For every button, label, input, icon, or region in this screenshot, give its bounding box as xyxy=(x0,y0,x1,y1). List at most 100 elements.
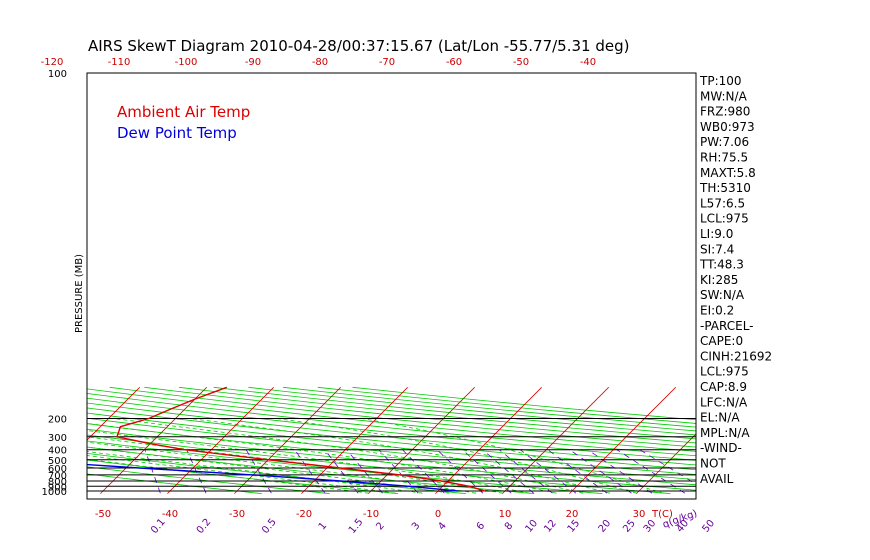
bottom-temp-tick-label: -40 xyxy=(162,509,178,520)
isotherm xyxy=(435,387,542,494)
mixing-ratio-tick-label: 30 xyxy=(642,518,659,535)
pressure-tick-label: 800 xyxy=(48,477,67,488)
y-axis-label: PRESSURE (MB) xyxy=(74,254,85,333)
index-entry: PW:7.06 xyxy=(700,135,749,149)
index-entry: SI:7.4 xyxy=(700,242,734,256)
index-entry: WB0:973 xyxy=(700,120,755,134)
dry-adiabat xyxy=(179,386,696,440)
dry-adiabat xyxy=(87,402,696,466)
moist-adiabat xyxy=(87,451,423,494)
chart-title: AIRS SkewT Diagram 2010-04-28/00:37:15.6… xyxy=(88,37,629,55)
isotherm xyxy=(100,387,207,494)
mixing-ratio-tick-label: 20 xyxy=(597,518,614,535)
top-temp-tick-label: -90 xyxy=(245,57,261,68)
index-entry: TT:48.3 xyxy=(699,258,744,272)
top-temperature-axis: -120 -110 -100 -90 -80 -70 -60 -50 -40 xyxy=(41,57,597,68)
pressure-tick-label: 300 xyxy=(48,433,67,444)
index-entry: TH:5310 xyxy=(699,181,751,195)
index-entry: SW:N/A xyxy=(700,288,745,302)
ambient-temp-line xyxy=(116,386,486,492)
plot-frame xyxy=(86,72,697,500)
top-temp-tick-label: -40 xyxy=(580,57,596,68)
pressure-tick-label: 400 xyxy=(48,446,67,457)
mixing-ratio-tick-label: 0.2 xyxy=(195,517,214,536)
top-temp-tick-label: -50 xyxy=(513,57,529,68)
x-axis-unit: T(C) xyxy=(651,509,673,520)
mixing-ratio-line xyxy=(144,449,161,494)
index-entry: L57:6.5 xyxy=(700,196,745,210)
isotherm xyxy=(301,387,408,494)
index-entry: LCL:975 xyxy=(700,365,749,379)
index-entry: -WIND- xyxy=(700,441,742,455)
mixing-ratio-tick-label: 12 xyxy=(542,518,559,535)
dry-adiabat xyxy=(87,446,535,494)
index-entry: AVAIL xyxy=(700,472,734,486)
index-entry: FRZ:980 xyxy=(700,105,750,119)
dry-adiabat xyxy=(87,388,696,452)
mixing-ratio-tick-label: 0.5 xyxy=(260,517,279,536)
index-entry: CINH:21692 xyxy=(700,349,772,363)
isotherm xyxy=(368,387,475,494)
index-entry: MPL:N/A xyxy=(700,426,750,440)
pressure-tick-label: 100 xyxy=(48,69,67,80)
dry-adiabat xyxy=(87,423,696,486)
dry-adiabat xyxy=(87,428,696,491)
dry-adiabat xyxy=(109,386,696,448)
mixing-ratio-tick-label: 2 xyxy=(374,520,387,532)
isotherm xyxy=(502,387,609,494)
dry-adiabat xyxy=(317,386,696,424)
bottom-temperature-axis: -50 -40 -30 -20 -10 0 10 20 30 xyxy=(95,509,646,520)
index-entry: LI:9.0 xyxy=(700,227,733,241)
index-entry: RH:75.5 xyxy=(700,151,748,165)
pressure-tick-label: 200 xyxy=(48,415,67,426)
mixing-ratio-line xyxy=(294,449,326,494)
moist-adiabat xyxy=(190,418,611,494)
mixing-ratio-line xyxy=(245,449,272,494)
dry-adiabat xyxy=(144,386,696,444)
pressure-tick-label: 900 xyxy=(48,482,67,493)
chart-series-lines xyxy=(87,386,486,492)
top-temp-tick-label: -70 xyxy=(379,57,395,68)
legend-dewpoint: Dew Point Temp xyxy=(117,124,237,142)
isotherm xyxy=(167,387,274,494)
bottom-temp-tick-label: 0 xyxy=(435,509,441,520)
dry-adiabat xyxy=(87,412,696,475)
top-temp-tick-label: -110 xyxy=(108,57,131,68)
top-temp-tick-label: -100 xyxy=(175,57,198,68)
mixing-ratio-tick-label: 10 xyxy=(523,518,540,535)
index-entry: LFC:N/A xyxy=(700,395,748,409)
dry-adiabat xyxy=(87,397,696,461)
isotherm xyxy=(234,387,341,494)
index-entry: NOT xyxy=(700,457,726,471)
pressure-tick-label: 700 xyxy=(48,471,67,482)
dry-adiabat xyxy=(248,386,696,432)
isotherm xyxy=(636,433,696,494)
mixing-ratio-tick-label: 15 xyxy=(566,518,583,535)
index-entry: EL:N/A xyxy=(700,411,740,425)
dry-adiabat xyxy=(213,386,696,436)
isotherm xyxy=(569,387,676,494)
mixing-ratio-line xyxy=(378,449,419,494)
index-entry: -PARCEL- xyxy=(700,319,754,333)
isotherm xyxy=(837,387,870,493)
top-temp-tick-label: -120 xyxy=(41,57,64,68)
mixing-ratio-tick-label: 50 xyxy=(700,518,717,535)
bottom-temp-tick-label: 20 xyxy=(566,509,579,520)
dewpoint-temp-line xyxy=(87,463,459,492)
index-entry: EI:0.2 xyxy=(700,304,734,318)
bottom-temp-tick-label: -50 xyxy=(95,509,111,520)
bottom-temp-tick-label: -30 xyxy=(229,509,245,520)
bottom-temp-tick-label: 10 xyxy=(499,509,512,520)
bottom-temp-tick-label: 30 xyxy=(633,509,646,520)
top-temp-tick-label: -60 xyxy=(446,57,462,68)
mixing-ratio-tick-label: 6 xyxy=(475,520,488,532)
mixing-ratio-line xyxy=(346,449,383,494)
index-entry: CAP:8.9 xyxy=(700,380,747,394)
pressure-tick-label: 500 xyxy=(48,456,67,467)
index-entry: MW:N/A xyxy=(700,89,748,103)
index-entry: TP:100 xyxy=(699,74,742,88)
isotherm xyxy=(770,387,870,493)
